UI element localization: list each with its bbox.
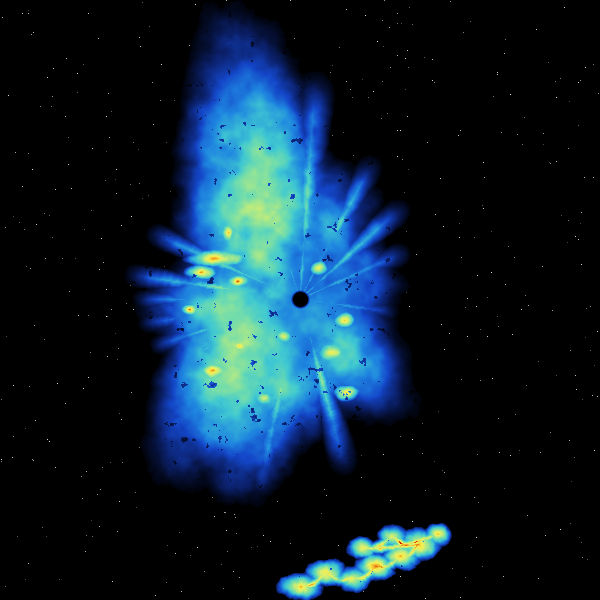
image-viewport: False-colour radial burst / nebula field <box>0 0 600 600</box>
false-colour-image-canvas <box>0 0 600 600</box>
